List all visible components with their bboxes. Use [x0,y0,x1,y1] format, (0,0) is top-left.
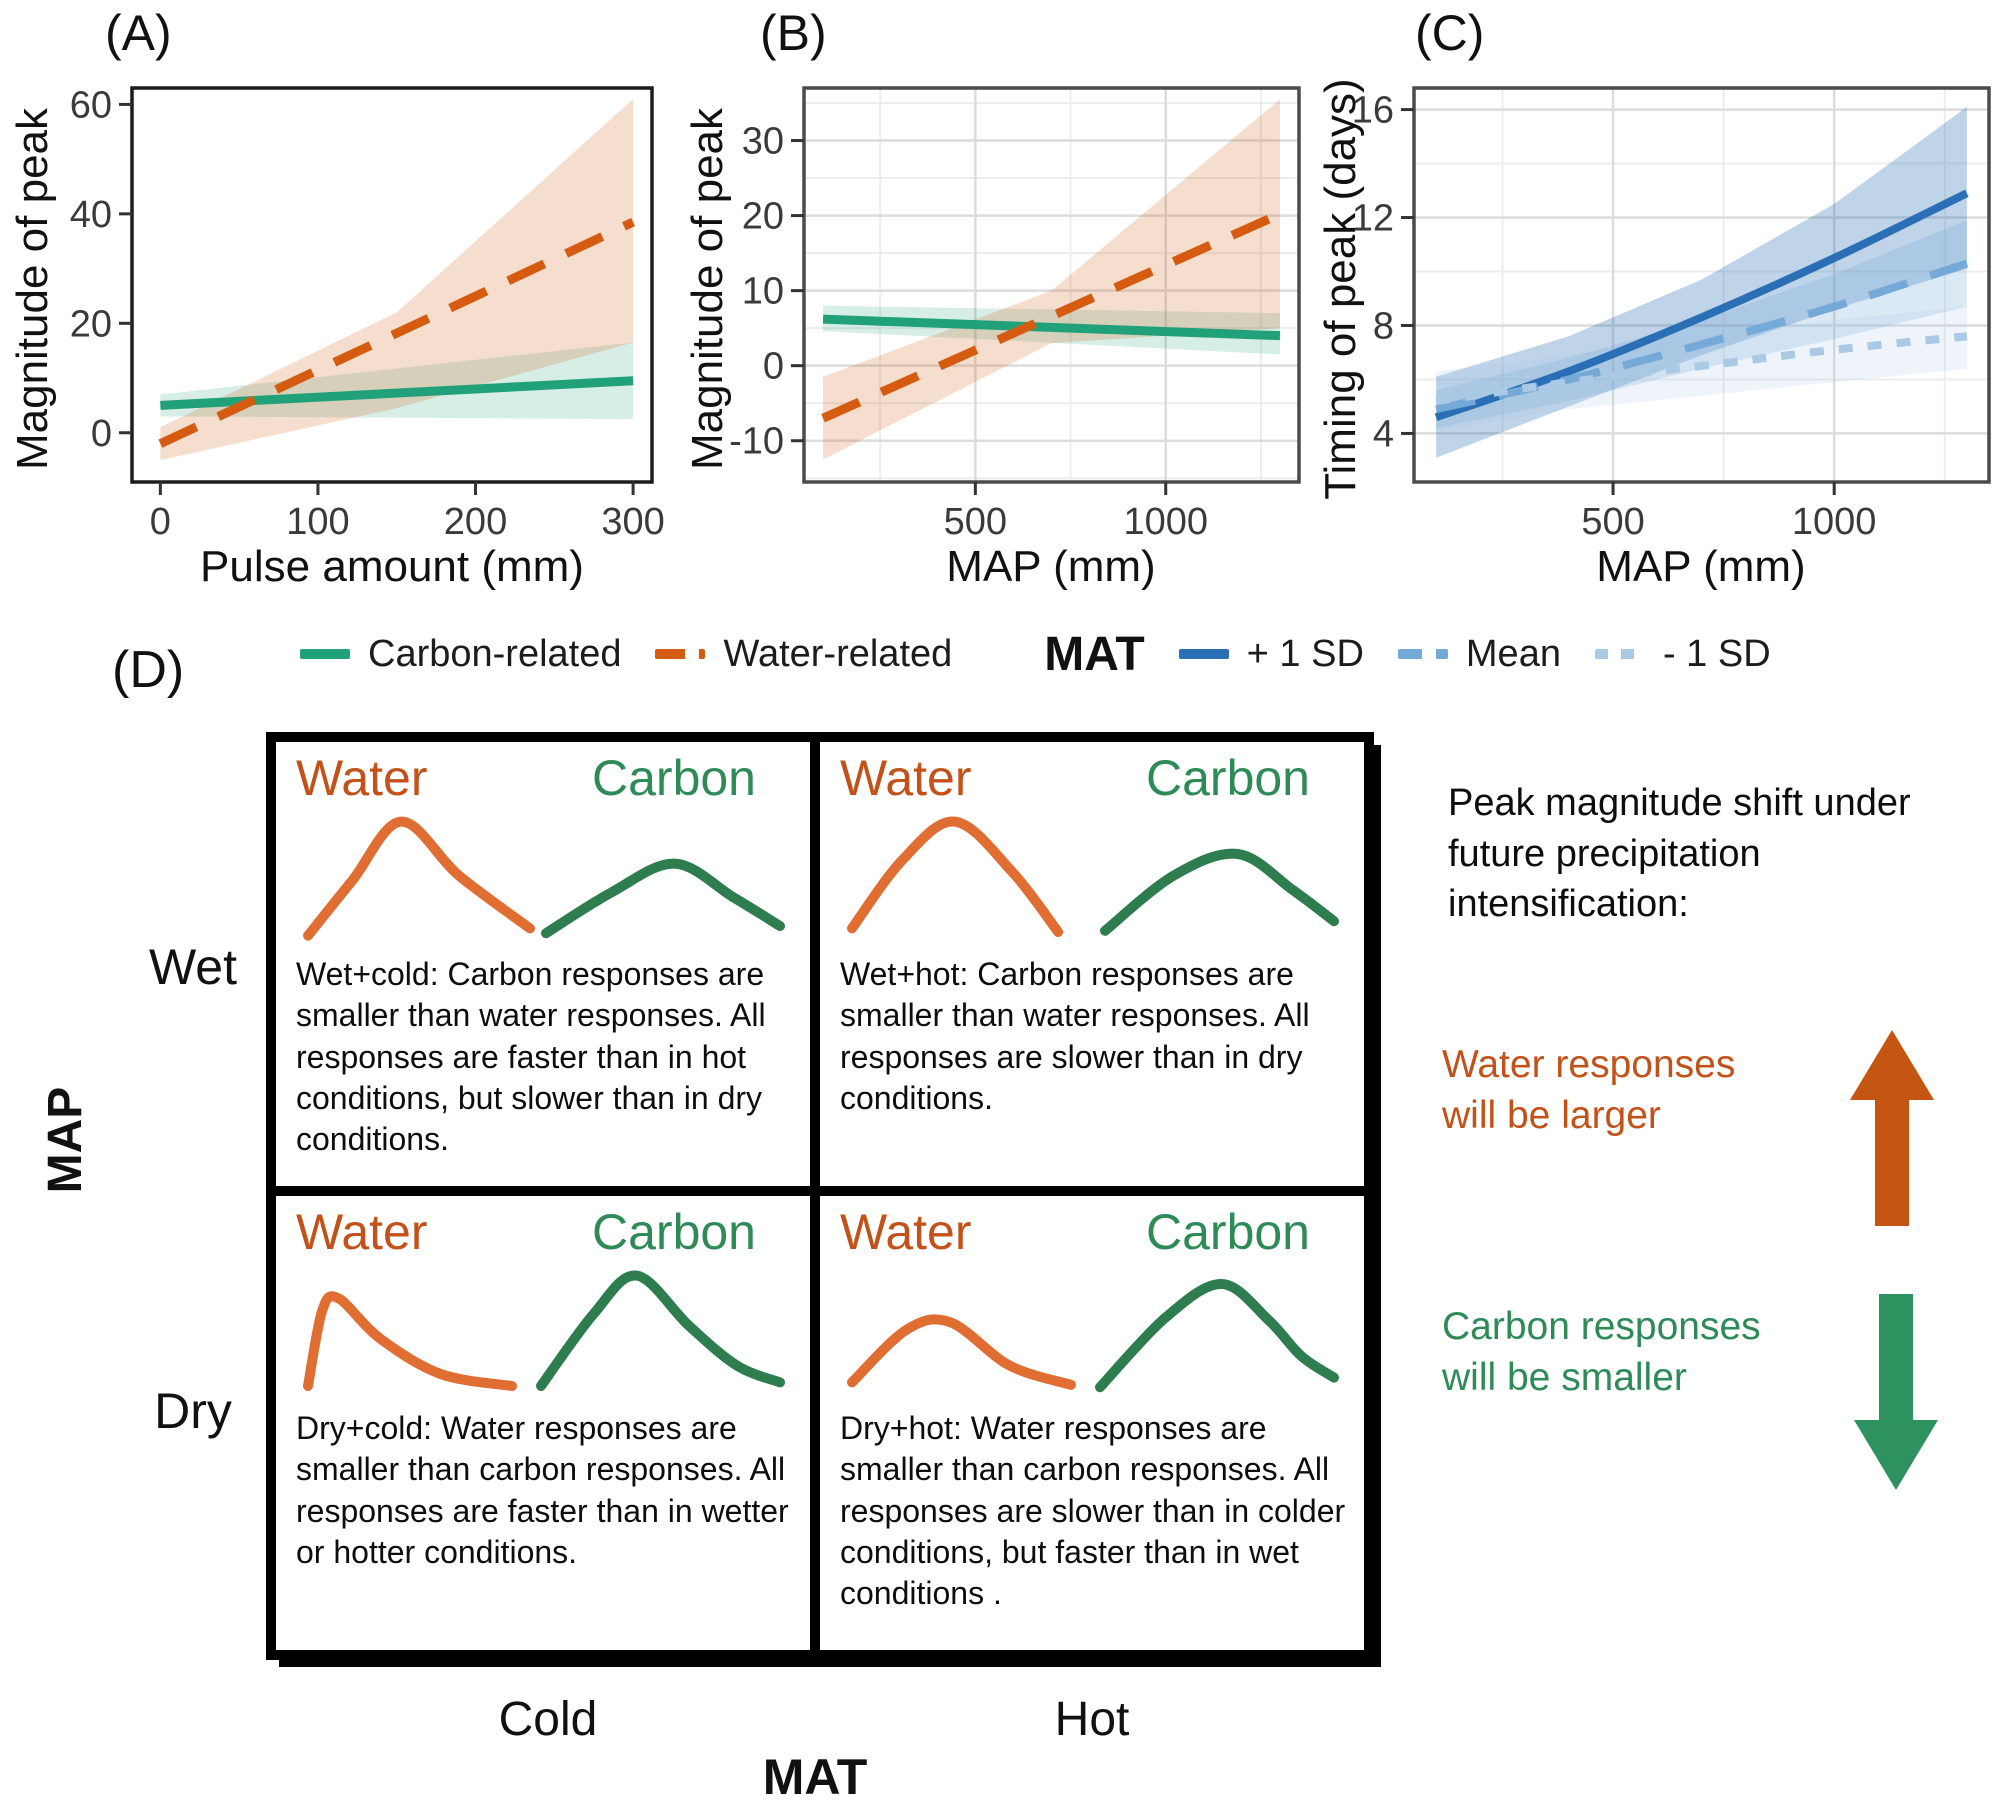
cell-header: Water Carbon [296,752,792,808]
legend-mean-label: Mean [1465,632,1561,675]
panel-a: (A) Magnitude of peak 0 100 200 300 0 20 40 60 … [0,4,665,604]
carbon-label: Carbon [1146,750,1310,806]
svg-text:60: 60 [70,84,112,126]
carbon-label: Carbon [1146,1204,1310,1260]
cell-header: Water Carbon [840,1206,1346,1262]
mean-line-swatch-icon [1397,649,1448,659]
legend-plus-sd-label: + 1 SD [1246,632,1364,675]
carbon-response-curve [541,858,785,939]
panel-c: (C) Timing of peak (days) 500 1000 4 8 12 16 … [1310,4,2000,604]
down-arrow-icon [1854,1294,1938,1490]
water-label: Water [296,1204,428,1260]
svg-text:-10: -10 [729,421,784,463]
carbon-label: Carbon [592,1204,756,1260]
panel-a-x-axis-label: Pulse amount (mm) [200,542,584,591]
water-label: Water [840,1204,972,1260]
panel-b: (B) Magnitude of peak 500 1000 -10 0 10 20 30 … [655,4,1315,604]
minus-sd-line-swatch-icon [1594,649,1645,659]
svg-text:20: 20 [742,196,784,238]
legend-minus-sd-label: - 1 SD [1662,632,1771,675]
water-line-swatch-icon [655,649,706,659]
panel-b-plot: 500 1000 -10 0 10 20 30 [729,86,1301,543]
svg-text:8: 8 [1373,305,1394,347]
panel-b-x-axis-label: MAP (mm) [946,542,1156,591]
water-response-curve [847,816,1064,937]
cell-caption: Wet+cold: Carbon responses are smaller t… [296,956,766,1158]
cell-header: Water Carbon [296,1206,792,1262]
svg-text:20: 20 [70,303,112,345]
cell-curves [296,1262,792,1400]
legend-carbon-label: Carbon-related [368,632,622,675]
carbon-label: Carbon [592,750,756,806]
mat-axis-label: MAT [762,1749,868,1805]
legend-mat-title: MAT [1044,627,1145,681]
svg-text:100: 100 [286,501,349,543]
carbon-response-curve [1095,1279,1339,1393]
svg-text:200: 200 [444,501,507,543]
annotation-title: Peak magnitude shift under future precip… [1448,782,1911,926]
water-label: Water [296,750,428,806]
cell-caption: Dry+hot: Water responses are smaller tha… [840,1410,1346,1612]
svg-text:0: 0 [91,413,112,455]
svg-text:1000: 1000 [1123,501,1208,543]
water-label: Water [840,750,972,806]
matrix-cell-dry-hot: Water Carbon Dry+hot: Water responses ar… [820,1196,1364,1650]
svg-text:4: 4 [1373,413,1394,455]
panel-b-tag: (B) [760,5,827,61]
legend-item-carbon: Carbon-related [300,633,621,676]
legend-item-mean: Mean [1397,632,1561,676]
svg-text:1000: 1000 [1792,501,1877,543]
water-shift-note: Water responses will be larger [1442,1043,1736,1137]
panel-a-y-axis-label: Magnitude of peak [8,107,57,471]
svg-text:12: 12 [1352,198,1394,240]
svg-text:16: 16 [1352,90,1394,132]
row-label-dry: Dry [154,1383,232,1439]
matrix-cell-wet-cold: Water Carbon Wet+cold: Carbon responses … [276,742,820,1196]
svg-text:300: 300 [601,501,664,543]
plus-sd-line-swatch-icon [1178,649,1229,659]
svg-text:10: 10 [742,271,784,313]
svg-text:30: 30 [742,121,784,163]
cell-header: Water Carbon [840,752,1346,808]
water-response-curve [303,816,535,941]
carbon-line-swatch-icon [300,649,350,659]
water-response-curve [847,1314,1076,1390]
legend-item-minus-sd: - 1 SD [1594,632,1771,676]
carbon-response-curve [1100,848,1339,936]
row-label-wet: Wet [149,939,237,995]
cell-curves [296,808,792,946]
water-response-curve [303,1291,517,1391]
svg-text:0: 0 [763,346,784,388]
up-arrow-icon [1850,1030,1934,1226]
cell-curves [840,808,1346,946]
matrix-cell-dry-cold: Water Carbon Dry+cold: Water responses a… [276,1196,820,1650]
map-axis-label: MAP [39,1086,92,1194]
cell-curves [840,1262,1346,1400]
svg-text:500: 500 [944,501,1007,543]
panel-c-x-axis-label: MAP (mm) [1596,542,1806,591]
panel-b-y-axis-label: Magnitude of peak [683,107,732,471]
carbon-shift-note: Carbon responses will be smaller [1442,1305,1761,1399]
svg-text:40: 40 [70,194,112,236]
figure-legend: Carbon-related Water-related MAT + 1 SD … [300,622,1771,686]
panel-a-plot: 0 100 200 300 0 20 40 60 [70,84,665,543]
carbon-response-curve [536,1270,785,1391]
cell-caption: Wet+hot: Carbon responses are smaller th… [840,956,1310,1116]
col-label-hot: Hot [1054,1693,1130,1746]
panel-c-tag: (C) [1415,5,1485,61]
panel-d-tag: (D) [112,641,185,699]
cell-caption: Dry+cold: Water responses are smaller th… [296,1410,789,1570]
legend-water-label: Water-related [723,632,953,675]
panel-a-tag: (A) [105,5,172,61]
svg-text:500: 500 [1581,501,1644,543]
legend-item-plus-sd: + 1 SD [1178,632,1364,676]
matrix-cell-wet-hot: Water Carbon Wet+hot: Carbon responses a… [820,742,1364,1196]
panel-c-plot: 500 1000 4 8 12 16 [1352,86,1991,543]
legend-item-water: Water-related [655,633,952,676]
conceptual-matrix: Water Carbon Wet+cold: Carbon responses … [266,732,1374,1660]
svg-text:0: 0 [150,501,171,543]
col-label-cold: Cold [498,1693,598,1746]
